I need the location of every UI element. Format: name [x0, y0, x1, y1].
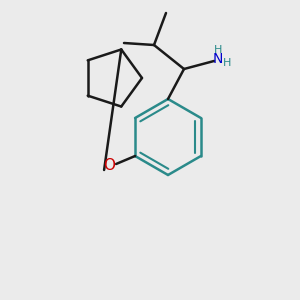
Text: H: H [214, 45, 222, 55]
Text: O: O [103, 158, 115, 173]
Text: N: N [213, 52, 223, 66]
Text: H: H [223, 58, 231, 68]
